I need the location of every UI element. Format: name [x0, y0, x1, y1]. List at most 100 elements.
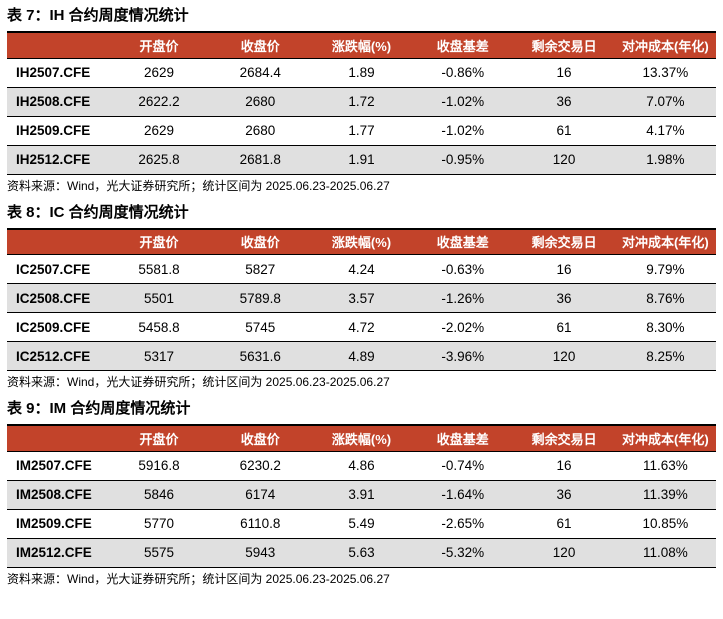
- value-cell: 8.25%: [614, 341, 716, 371]
- value-cell: 1.98%: [614, 145, 716, 175]
- value-cell: 16: [513, 451, 615, 481]
- value-cell: 36: [513, 283, 615, 313]
- table-row: IM2508.CFE 5846 6174 3.91 -1.64% 36 11.39%: [7, 480, 716, 510]
- contract-column-header: [7, 425, 109, 452]
- contract-name-cell: IC2512.CFE: [7, 341, 109, 371]
- value-cell: 4.89: [310, 341, 413, 371]
- value-cell: 11.08%: [614, 538, 716, 568]
- contract-name-cell: IH2509.CFE: [7, 116, 109, 146]
- value-cell: -2.02%: [412, 312, 514, 342]
- column-header: 剩余交易日: [513, 32, 615, 59]
- value-cell: 4.24: [310, 254, 413, 284]
- contract-name-cell: IC2508.CFE: [7, 283, 109, 313]
- column-header: 对冲成本(年化): [614, 32, 716, 59]
- contract-name-cell: IM2509.CFE: [7, 509, 109, 539]
- table-row: IC2507.CFE 5581.8 5827 4.24 -0.63% 16 9.79%: [7, 254, 716, 284]
- column-header: 收盘价: [209, 425, 311, 452]
- table-im-title: 表 9：IM 合约周度情况统计: [7, 400, 191, 417]
- table-row: IM2507.CFE 5916.8 6230.2 4.86 -0.74% 16 11.63%: [7, 451, 716, 481]
- table-ic-body: IC2507.CFE 5581.8 5827 4.24 -0.63% 16 9.79% IC2…: [7, 254, 716, 371]
- value-cell: 2622.2: [108, 87, 210, 117]
- column-header: 涨跌幅(%): [310, 425, 413, 452]
- table-row: IM2509.CFE 5770 6110.8 5.49 -2.65% 61 10.85%: [7, 509, 716, 539]
- column-header: 对冲成本(年化): [614, 228, 716, 255]
- value-cell: 5581.8: [108, 254, 210, 284]
- table-im-body: IM2507.CFE 5916.8 6230.2 4.86 -0.74% 16 11.63%…: [7, 451, 716, 568]
- value-cell: 5.49: [310, 509, 413, 539]
- value-cell: -5.32%: [412, 538, 514, 568]
- value-cell: 11.39%: [614, 480, 716, 510]
- table-ic: 开盘价 收盘价 涨跌幅(%) 收盘基差 剩余交易日 对冲成本(年化) IC2507.CFE…: [7, 227, 716, 371]
- value-cell: -0.95%: [412, 145, 514, 175]
- table-im-section: 表 9：IM 合约周度情况统计 开盘价 收盘价 涨跌幅(%) 收盘基差 剩余交易日 对冲成…: [7, 400, 716, 587]
- value-cell: 120: [513, 538, 615, 568]
- value-cell: -1.02%: [412, 87, 514, 117]
- value-cell: 4.72: [310, 312, 413, 342]
- value-cell: 8.30%: [614, 312, 716, 342]
- value-cell: 4.17%: [614, 116, 716, 146]
- value-cell: -3.96%: [412, 341, 514, 371]
- table-row: IM2512.CFE 5575 5943 5.63 -5.32% 120 11.08%: [7, 538, 716, 568]
- table-ih-title: 表 7：IH 合约周度情况统计: [7, 7, 189, 24]
- column-header: 收盘基差: [412, 32, 514, 59]
- value-cell: 6110.8: [209, 509, 311, 539]
- value-cell: 5745: [209, 312, 311, 342]
- value-cell: 8.76%: [614, 283, 716, 313]
- column-header: 涨跌幅(%): [310, 228, 413, 255]
- value-cell: 10.85%: [614, 509, 716, 539]
- column-header: 收盘基差: [412, 228, 514, 255]
- value-cell: 6230.2: [209, 451, 311, 481]
- column-header: 开盘价: [108, 32, 210, 59]
- value-cell: 2684.4: [209, 58, 311, 88]
- value-cell: 120: [513, 341, 615, 371]
- value-cell: 4.86: [310, 451, 413, 481]
- column-header: 收盘基差: [412, 425, 514, 452]
- value-cell: 61: [513, 509, 615, 539]
- value-cell: 5575: [108, 538, 210, 568]
- table-ih: 开盘价 收盘价 涨跌幅(%) 收盘基差 剩余交易日 对冲成本(年化) IH2507.CFE…: [7, 31, 716, 175]
- value-cell: -1.64%: [412, 480, 514, 510]
- header-row: 开盘价 收盘价 涨跌幅(%) 收盘基差 剩余交易日 对冲成本(年化): [7, 228, 716, 255]
- table-im-source-note: 资料来源：Wind，光大证券研究所；统计区间为 2025.06.23-2025.…: [7, 571, 390, 586]
- value-cell: 5458.8: [108, 312, 210, 342]
- table-ic-source-note: 资料来源：Wind，光大证券研究所；统计区间为 2025.06.23-2025.…: [7, 375, 390, 389]
- table-ic-title: 表 8：IC 合约周度情况统计: [7, 203, 189, 221]
- value-cell: -0.74%: [412, 451, 514, 481]
- value-cell: 6174: [209, 480, 311, 510]
- value-cell: 5770: [108, 509, 210, 539]
- value-cell: 61: [513, 312, 615, 342]
- column-header: 开盘价: [108, 425, 210, 452]
- contract-name-cell: IC2507.CFE: [7, 254, 109, 284]
- header-row: 开盘价 收盘价 涨跌幅(%) 收盘基差 剩余交易日 对冲成本(年化): [7, 425, 716, 452]
- value-cell: 2629: [108, 116, 210, 146]
- contract-name-cell: IH2507.CFE: [7, 58, 109, 88]
- value-cell: 16: [513, 254, 615, 284]
- table-ic-section: 表 8：IC 合约周度情况统计 开盘价 收盘价 涨跌幅(%) 收盘基差 剩余交易日 对冲成…: [7, 204, 716, 391]
- value-cell: 5789.8: [209, 283, 311, 313]
- value-cell: 2681.8: [209, 145, 311, 175]
- column-header: 收盘价: [209, 32, 311, 59]
- value-cell: 36: [513, 480, 615, 510]
- contract-name-cell: IM2512.CFE: [7, 538, 109, 568]
- value-cell: -0.63%: [412, 254, 514, 284]
- column-header: 对冲成本(年化): [614, 425, 716, 452]
- column-header: 开盘价: [108, 228, 210, 255]
- contract-name-cell: IC2509.CFE: [7, 312, 109, 342]
- value-cell: 5501: [108, 283, 210, 313]
- table-row: IH2508.CFE 2622.2 2680 1.72 -1.02% 36 7.07%: [7, 87, 716, 117]
- value-cell: -2.65%: [412, 509, 514, 539]
- value-cell: 5846: [108, 480, 210, 510]
- table-row: IC2509.CFE 5458.8 5745 4.72 -2.02% 61 8.30%: [7, 312, 716, 342]
- value-cell: 5.63: [310, 538, 413, 568]
- value-cell: 7.07%: [614, 87, 716, 117]
- column-header: 剩余交易日: [513, 228, 615, 255]
- contract-name-cell: IM2507.CFE: [7, 451, 109, 481]
- value-cell: 9.79%: [614, 254, 716, 284]
- table-im-header: 开盘价 收盘价 涨跌幅(%) 收盘基差 剩余交易日 对冲成本(年化): [7, 425, 716, 452]
- value-cell: 5631.6: [209, 341, 311, 371]
- table-row: IH2509.CFE 2629 2680 1.77 -1.02% 61 4.17%: [7, 116, 716, 146]
- table-row: IC2508.CFE 5501 5789.8 3.57 -1.26% 36 8.76%: [7, 283, 716, 313]
- value-cell: 2680: [209, 116, 311, 146]
- value-cell: 36: [513, 87, 615, 117]
- table-row: IH2512.CFE 2625.8 2681.8 1.91 -0.95% 120 1.98%: [7, 145, 716, 175]
